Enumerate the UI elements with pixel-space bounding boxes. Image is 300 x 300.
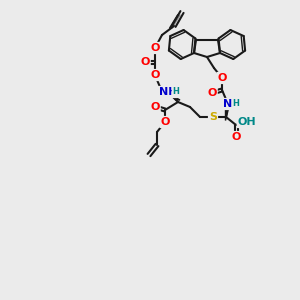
Text: O: O	[160, 117, 170, 127]
Text: N: N	[224, 99, 232, 109]
Text: O: O	[217, 73, 227, 83]
Text: S: S	[209, 112, 217, 122]
Text: NH: NH	[159, 87, 177, 97]
Polygon shape	[171, 95, 180, 100]
Text: H: H	[172, 88, 179, 97]
Text: O: O	[150, 102, 160, 112]
Text: O: O	[150, 43, 160, 53]
Text: OH: OH	[238, 117, 256, 127]
Text: O: O	[231, 132, 241, 142]
Polygon shape	[225, 104, 229, 120]
Text: O: O	[140, 57, 150, 67]
Text: H: H	[232, 100, 239, 109]
Text: O: O	[207, 88, 217, 98]
Text: O: O	[150, 70, 160, 80]
